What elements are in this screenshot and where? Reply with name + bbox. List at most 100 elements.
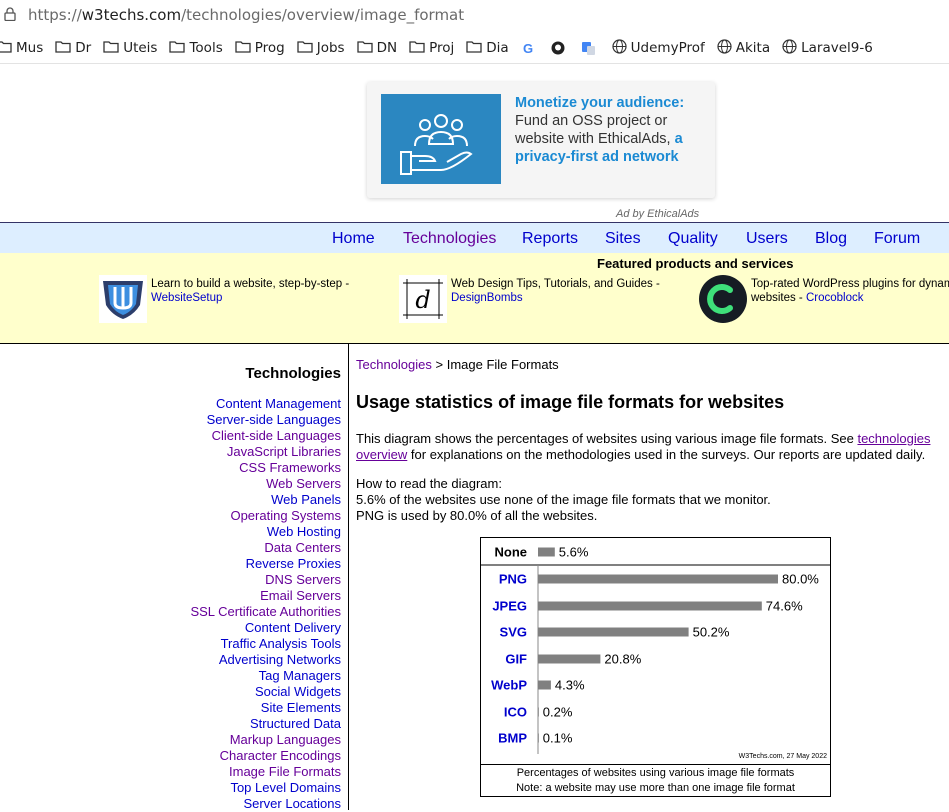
sidebar-item-advertising-networks[interactable]: Advertising Networks (218, 652, 341, 667)
nav-users[interactable]: Users (746, 230, 788, 247)
category-label[interactable]: PNG (499, 572, 527, 587)
nav-sites[interactable]: Sites (605, 230, 641, 247)
sidebar-item-structured-data[interactable]: Structured Data (249, 716, 341, 731)
folder-icon (103, 40, 123, 57)
nav-blog[interactable]: Blog (815, 230, 848, 247)
value-label: 4.3% (555, 678, 585, 693)
bookmark-dr[interactable]: Dr (55, 40, 91, 57)
sidebar-item-ssl-certificate-authorities[interactable]: SSL Certificate Authorities (190, 604, 341, 619)
bookmark-label: Uteis (123, 40, 158, 56)
sidebar-item-social-widgets[interactable]: Social Widgets (255, 684, 341, 699)
bookmark-laravel9-6[interactable]: Laravel9-6 (782, 38, 873, 58)
sidebar-item-data-centers[interactable]: Data Centers (264, 540, 341, 555)
bookmark-uteis[interactable]: Uteis (103, 40, 157, 57)
websitesetup-link[interactable]: WebsiteSetup (151, 292, 223, 304)
ad-image[interactable] (381, 94, 501, 184)
sidebar-item-css-frameworks[interactable]: CSS Frameworks (239, 460, 341, 475)
bar (538, 733, 539, 743)
sidebar-item-web-servers[interactable]: Web Servers (266, 476, 341, 491)
featured-item-designbombs[interactable]: d Web Design Tips, Tutorials, and Guides… (399, 275, 699, 325)
category-label[interactable]: GIF (505, 652, 527, 667)
bookmark-label: Akita (735, 40, 771, 56)
sidebar-item-content-delivery[interactable]: Content Delivery (244, 620, 341, 635)
sidebar-item-web-hosting[interactable]: Web Hosting (266, 524, 341, 539)
sidebar-item-image-file-formats[interactable]: Image File Formats (229, 764, 341, 779)
svg-text:d: d (415, 286, 430, 314)
sidebar-item-reverse-proxies[interactable]: Reverse Proxies (245, 556, 341, 571)
breadcrumb-technologies[interactable]: Technologies (356, 357, 432, 372)
nav-home[interactable]: Home (332, 230, 375, 247)
bookmark-tools[interactable]: Tools (169, 40, 223, 57)
sidebar-item-site-elements[interactable]: Site Elements (260, 700, 341, 715)
translate-icon[interactable] (581, 41, 600, 56)
category-label[interactable]: JPEG (492, 599, 527, 614)
bookmark-prog[interactable]: Prog (235, 40, 285, 57)
bar-chart: None 5.6% PNG 80.0% JPEG 74.6% SVG 50.2% GIF 20.8… (481, 545, 830, 754)
sidebar-item-markup-languages[interactable]: Markup Languages (229, 732, 341, 747)
value-label: 5.6% (559, 545, 589, 560)
bookmark-proj[interactable]: Proj (409, 40, 454, 57)
nav-reports[interactable]: Reports (522, 230, 579, 247)
sidebar-item-client-side-languages[interactable]: Client-side Languages (211, 428, 341, 443)
url-text[interactable]: https://w3techs.com/technologies/overvie… (28, 6, 465, 24)
sidebar-item-server-locations[interactable]: Server Locations (243, 796, 341, 811)
sidebar-item-web-panels[interactable]: Web Panels (271, 492, 341, 507)
category-label[interactable]: WebP (491, 678, 527, 693)
sidebar-item-character-encodings[interactable]: Character Encodings (219, 748, 341, 763)
sidebar-item-dns-servers[interactable]: DNS Servers (265, 572, 341, 587)
featured-text: Web Design Tips, Tutorials, and Guides - (451, 278, 660, 290)
designbombs-link[interactable]: DesignBombs (451, 292, 523, 304)
sidebar-item-email-servers[interactable]: Email Servers (260, 588, 341, 603)
google-icon[interactable]: G (521, 41, 539, 55)
bookmark-dia[interactable]: Dia (466, 40, 509, 57)
sidebar-item-server-side-languages[interactable]: Server-side Languages (206, 412, 341, 427)
sidebar-item-traffic-analysis-tools[interactable]: Traffic Analysis Tools (220, 636, 341, 651)
technologies-overview-link[interactable]: technologies overview (356, 431, 931, 462)
featured-item-crocoblock[interactable]: Top-rated WordPress plugins for dynamic w… (699, 275, 949, 325)
bookmark-jobs[interactable]: Jobs (297, 40, 345, 57)
sidebar: Technologies Content Management Server-si… (0, 344, 349, 811)
nav-quality[interactable]: Quality (668, 230, 718, 247)
value-label: 50.2% (693, 625, 730, 640)
featured-products: Featured products and services Learn to … (0, 253, 949, 344)
ad-text[interactable]: Monetize your audience: Fund an OSS proj… (515, 95, 685, 165)
crocoblock-logo[interactable] (699, 275, 747, 323)
bookmark-label: Proj (429, 40, 455, 56)
globe-icon (717, 38, 736, 58)
sidebar-item-tag-managers[interactable]: Tag Managers (258, 668, 341, 683)
category-label: None (495, 545, 528, 560)
nav-technologies[interactable]: Technologies (403, 230, 497, 247)
folder-icon (409, 40, 429, 57)
sidebar-item-operating-systems[interactable]: Operating Systems (230, 508, 341, 523)
sidebar-item-top-level-domains[interactable]: Top Level Domains (230, 780, 341, 795)
github-icon[interactable] (551, 41, 569, 55)
breadcrumb-current: > Image File Formats (431, 357, 559, 372)
featured-item-websitesetup[interactable]: Learn to build a website, step-by-step -… (99, 275, 399, 325)
globe-icon (612, 38, 631, 58)
designbombs-logo[interactable]: d (399, 275, 447, 323)
websitesetup-logo[interactable] (99, 275, 147, 323)
folder-icon (466, 40, 486, 57)
category-label[interactable]: BMP (498, 731, 527, 746)
bar (538, 707, 539, 717)
bookmark-akita[interactable]: Akita (717, 38, 771, 58)
bookmark-dn[interactable]: DN (356, 40, 397, 57)
sidebar-item-javascript-libraries[interactable]: JavaScript Libraries (226, 444, 341, 459)
ad-attribution[interactable]: Ad by EthicalAds (616, 208, 700, 220)
sidebar-item-content-management[interactable]: Content Management (215, 396, 341, 411)
chart-caption: Percentages of websites using various im… (481, 764, 830, 796)
bookmark-label: Jobs (316, 40, 345, 56)
page-title: Usage statistics of image file formats f… (356, 392, 785, 412)
bookmark-mus[interactable]: Mus (0, 40, 43, 57)
category-label[interactable]: SVG (500, 625, 527, 640)
ethical-ad[interactable]: Monetize your audience: Fund an OSS proj… (367, 82, 715, 198)
crocoblock-link[interactable]: Crocoblock (805, 292, 864, 304)
bookmark-udemyprof[interactable]: UdemyProf (612, 38, 705, 58)
value-label: 80.0% (782, 572, 819, 587)
nav-forum[interactable]: Forum (874, 230, 921, 247)
folder-icon (0, 40, 16, 57)
sidebar-title: Technologies (245, 365, 341, 382)
address-bar[interactable]: https://w3techs.com/technologies/overvie… (0, 0, 949, 32)
category-label[interactable]: ICO (504, 705, 527, 720)
bookmark-label: Dr (75, 40, 92, 56)
